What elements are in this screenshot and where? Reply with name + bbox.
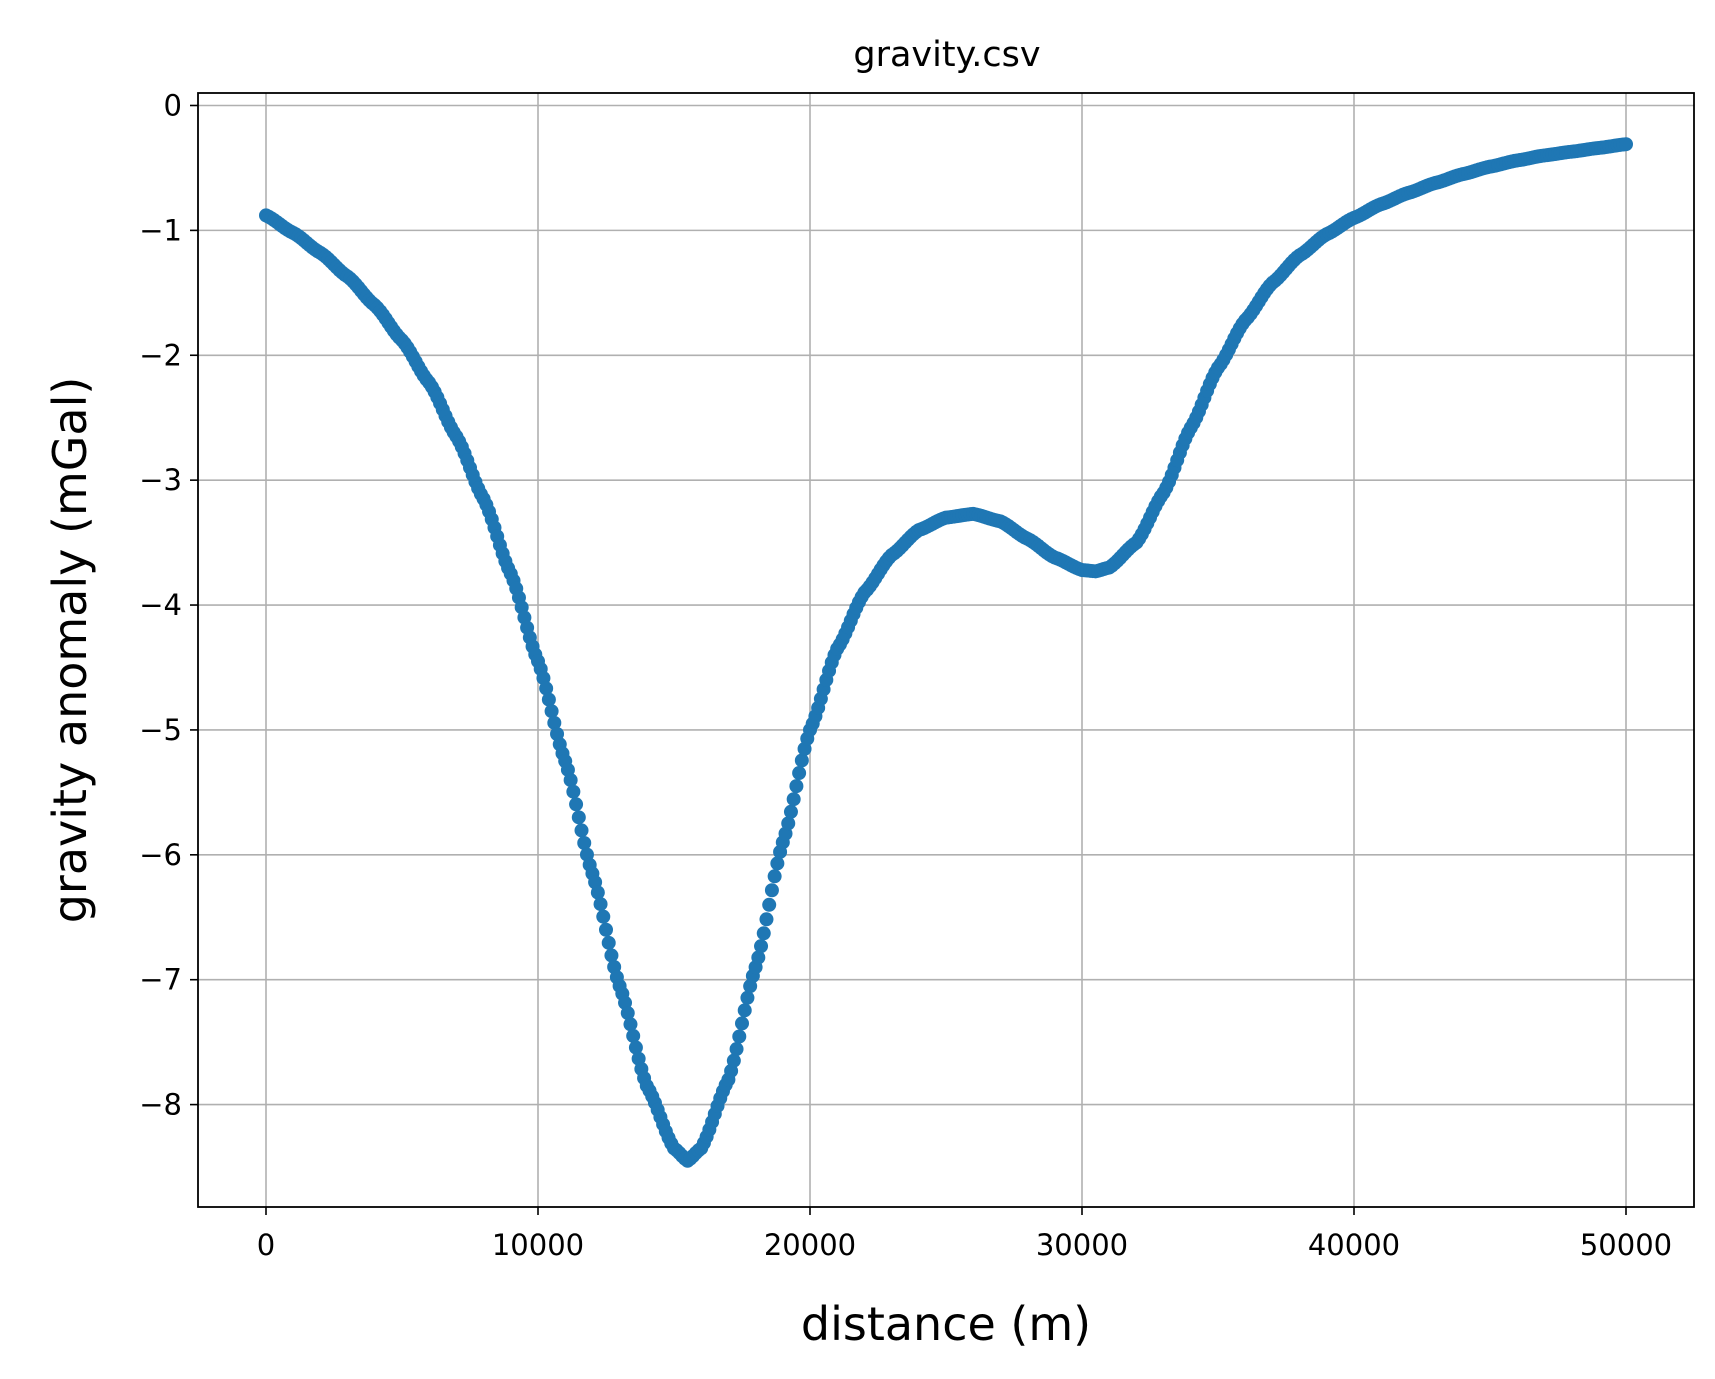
data-point [601, 935, 616, 950]
y-tick-label: −3 [139, 463, 182, 497]
data-point [539, 681, 554, 696]
data-point [590, 885, 605, 900]
x-tick-label: 10000 [492, 1228, 584, 1262]
y-tick-label: −1 [139, 213, 182, 247]
y-tick-label: −8 [139, 1088, 182, 1122]
data-point [767, 869, 782, 884]
data-point [732, 1029, 747, 1044]
data-point [759, 912, 774, 927]
data-point [620, 1006, 635, 1021]
data-point [781, 816, 796, 831]
x-tick-label: 40000 [1308, 1228, 1400, 1262]
data-point [569, 797, 584, 812]
data-point [737, 1003, 752, 1018]
x-tick-label: 50000 [1580, 1228, 1672, 1262]
data-point [770, 856, 785, 871]
data-point [794, 753, 809, 768]
data-point [563, 773, 578, 788]
data-point [1619, 137, 1633, 152]
data-point [754, 939, 769, 954]
y-axis: 0 −1 −2 −3 −4 −5 −6 −7 −8 [139, 88, 198, 1122]
x-axis: 0 10000 20000 30000 40000 50000 [257, 1207, 1672, 1262]
data-point [792, 766, 807, 781]
data-point [596, 909, 611, 924]
y-tick-label: −6 [139, 838, 182, 872]
y-tick-label: −5 [139, 713, 182, 747]
data-point [726, 1053, 741, 1068]
y-tick-label: −7 [139, 963, 182, 997]
data-point [604, 948, 619, 963]
grid [198, 93, 1694, 1207]
data-point [762, 897, 777, 912]
data-point [626, 1028, 641, 1043]
data-series [259, 137, 1633, 1168]
data-point [577, 835, 592, 850]
data-point [623, 1017, 638, 1032]
data-point [541, 692, 556, 707]
data-point [599, 922, 613, 937]
data-point [789, 779, 804, 794]
data-point [740, 990, 755, 1005]
y-axis-label: gravity anomaly (mGal) [43, 377, 97, 924]
y-tick-label: −2 [139, 338, 182, 372]
data-point [574, 823, 589, 838]
x-axis-label: distance (m) [801, 1297, 1091, 1351]
data-point [566, 784, 581, 799]
x-tick-label: 30000 [1036, 1228, 1128, 1262]
x-tick-label: 0 [257, 1228, 275, 1262]
data-point [735, 1016, 749, 1031]
data-point [751, 950, 766, 965]
data-point [571, 810, 586, 825]
y-tick-label: −4 [139, 588, 182, 622]
data-point [544, 704, 559, 719]
chart-title: gravity.csv [853, 35, 1040, 75]
data-point [628, 1040, 643, 1055]
plot-frame [197, 92, 1695, 1208]
data-point [783, 804, 798, 819]
data-point [764, 883, 779, 898]
data-point [786, 792, 801, 807]
data-point [729, 1042, 744, 1057]
data-point [547, 715, 562, 730]
x-tick-label: 20000 [764, 1228, 856, 1262]
y-tick-label: 0 [164, 88, 182, 122]
data-point [756, 926, 771, 941]
data-point [593, 897, 608, 912]
